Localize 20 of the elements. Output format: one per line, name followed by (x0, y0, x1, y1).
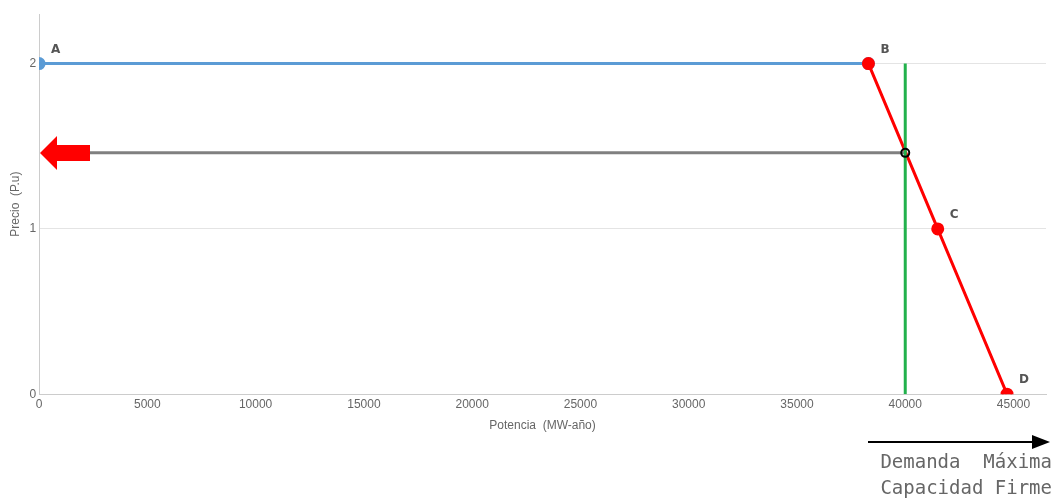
x-tick-label: 40000 (888, 396, 923, 411)
text: Capacidad Firme (880, 476, 1052, 498)
x-tick-label: 35000 (780, 396, 814, 411)
x-axis-title: Potencia (MW-año) (489, 418, 596, 433)
text: Demanda Máxima (880, 450, 1052, 472)
y-axis-title: Precio (P.u) (7, 171, 22, 237)
annotation: A (51, 41, 62, 56)
x-tick-label: 45000 (996, 396, 1031, 411)
x-tick-label: 20000 (455, 396, 490, 411)
annotation: D (1019, 372, 1030, 387)
x-tick-label: 10000 (238, 396, 273, 411)
x-tick-label: 5000 (133, 396, 162, 411)
y-tick-label: 0 (29, 386, 37, 401)
x-tick-label: 30000 (672, 396, 706, 411)
y-tick-label: 2 (29, 55, 37, 70)
y-tick-label: 1 (29, 221, 37, 236)
annotation: C (949, 207, 959, 222)
annotation: B (880, 41, 890, 56)
x-tick-label: 25000 (563, 396, 598, 411)
x-tick-label: 15000 (347, 396, 381, 411)
